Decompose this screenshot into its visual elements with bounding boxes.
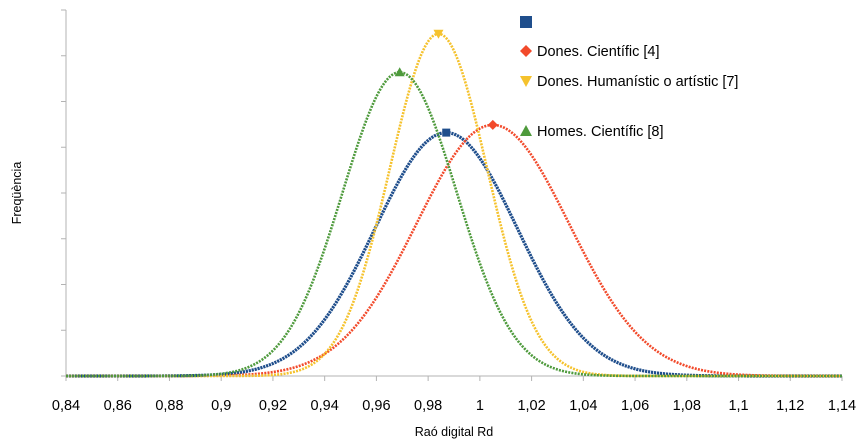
x-tick-label: 0,98 [414,398,442,414]
x-tick-label: 0,96 [362,398,390,414]
x-tick-label: 0,94 [311,398,339,414]
legend-item: Homes. Científic [8] [520,124,664,140]
x-tick-label: 0,88 [155,398,183,414]
legend-label: Dones. Humanístic o artístic [7] [537,74,738,90]
legend-symbol [520,76,532,87]
series-line [66,70,842,378]
x-tick-label: 1,08 [673,398,701,414]
series-layer [66,29,842,378]
y-axis-title: Freqüència [10,162,24,225]
series-2-curve [66,119,842,378]
legend-symbol [520,125,532,136]
series-peak-marker [487,119,498,130]
x-tick-label: 1,1 [728,398,748,414]
legend-label: Homes. Científic [8] [537,124,664,140]
x-tick-label: 1,06 [621,398,649,414]
legend-item: Dones. Humanístic o artístic [7] [520,74,738,90]
legend-symbol [520,45,532,57]
x-tick-label: 1,12 [776,398,804,414]
x-tick-label: 0,84 [52,398,80,414]
legend-item: Dones. Científic [4] [520,44,660,60]
series-line [66,123,842,378]
series-1-curve [66,128,842,378]
series-peak-marker [394,67,405,77]
legend-item [520,16,532,28]
x-axis-ticks: 0,84 0,86 0,88 0,9 0,92 0,94 0,96 0,98 1 1,02 1,04… [52,376,856,414]
x-axis-title: Raó digital Rd [415,425,494,439]
x-tick-label: 0,92 [259,398,287,414]
series-4-curve [66,67,842,378]
x-tick-label: 1,14 [828,398,856,414]
x-tick-label: 1,02 [517,398,545,414]
legend-label: Dones. Científic [4] [537,44,660,60]
x-tick-label: 1,04 [569,398,597,414]
x-tick-label: 0,86 [104,398,132,414]
plot-area: 0,84 0,86 0,88 0,9 0,92 0,94 0,96 0,98 1 1,02 1,04… [52,9,856,414]
x-tick-label: 1 [476,398,484,414]
series-peak-marker [442,128,451,137]
y-axis-ticks [61,9,66,377]
x-tick-label: 0,9 [211,398,231,414]
series-line [66,131,842,378]
legend: Dones. Científic [4] Dones. Humanístic o … [520,16,738,140]
legend-symbol [520,16,532,28]
series-peak-marker [433,29,444,39]
